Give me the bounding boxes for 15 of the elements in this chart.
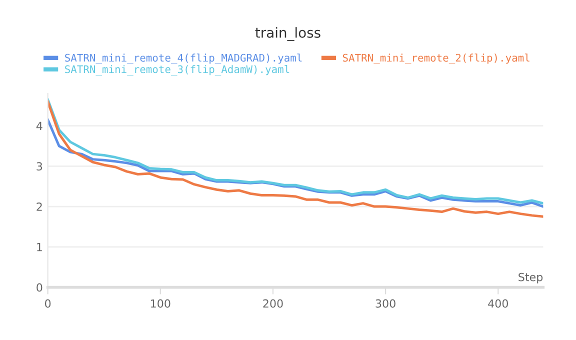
x-axis-title: Step xyxy=(518,272,543,284)
x-tick-label: 100 xyxy=(151,299,170,308)
x-tick-label: 300 xyxy=(376,299,396,308)
legend-label: SATRN_mini_remote_3(flip_AdamW).yaml xyxy=(65,65,290,76)
x-tick-label: 400 xyxy=(488,299,508,308)
y-tick-label: 2 xyxy=(36,202,42,211)
y-tick-label: 1 xyxy=(37,243,42,252)
legend-label: SATRN_mini_remote_4(flip_MADGRAD).yaml xyxy=(65,54,302,64)
y-tick-label: 4 xyxy=(36,122,42,130)
x-tick-label: 0 xyxy=(45,299,51,308)
y-tick-label: 3 xyxy=(36,162,42,171)
legend-label: SATRN_mini_remote_2(flip).yaml xyxy=(342,54,530,64)
chart-title: train_loss xyxy=(255,27,320,41)
y-tick-label: 0 xyxy=(36,283,42,292)
x-tick-label: 200 xyxy=(263,299,283,308)
